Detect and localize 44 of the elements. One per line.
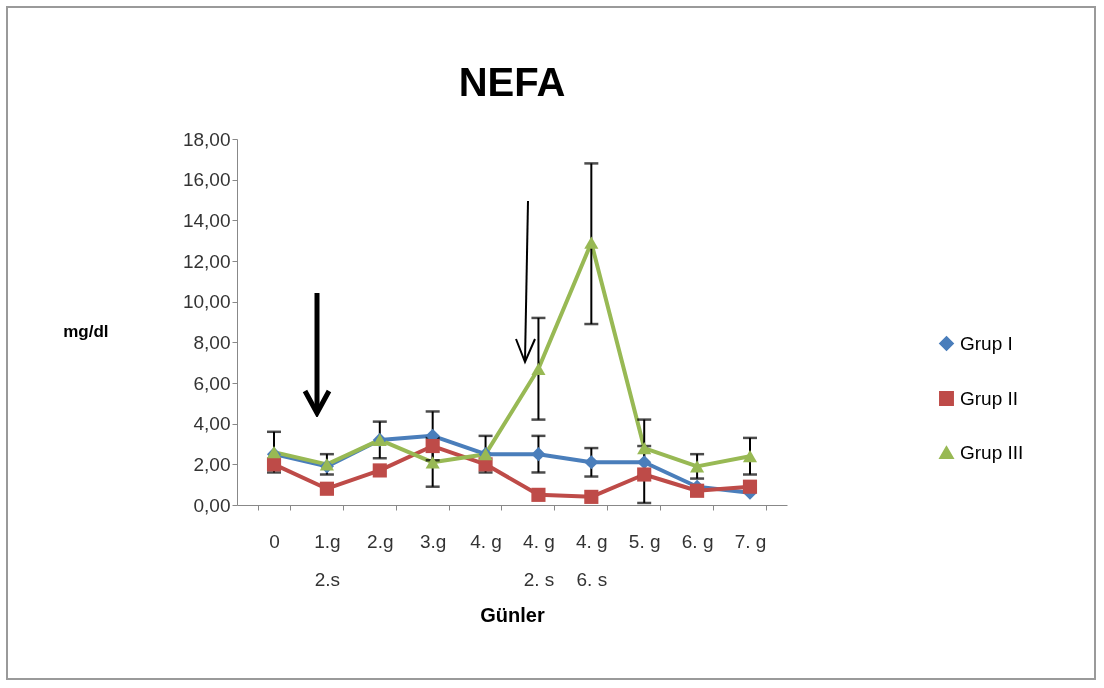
y-tick-label: 14,00 xyxy=(182,209,231,231)
x-tick-label: 4. g 6. s xyxy=(575,530,608,590)
x-tick-label: 4. g xyxy=(470,530,502,552)
x-tick-label: 6. g xyxy=(681,530,714,552)
point xyxy=(584,236,599,249)
x-tick-label: 1.g 2.s xyxy=(314,530,341,590)
point xyxy=(742,479,758,494)
x-axis-title: Günler xyxy=(480,603,545,626)
point xyxy=(690,460,705,473)
y-tick-label: 10,00 xyxy=(182,291,231,313)
y-tick-label: 12,00 xyxy=(182,250,231,272)
y-tick-label: 16,00 xyxy=(182,169,231,191)
x-tick-label: 2.g xyxy=(367,530,394,552)
x-tick-label: 0 xyxy=(269,530,280,552)
legend-label: Grup III xyxy=(960,441,1024,463)
point xyxy=(531,362,546,375)
legend-label: Grup II xyxy=(960,387,1019,409)
point xyxy=(266,457,282,472)
y-tick-label: 4,00 xyxy=(193,413,231,435)
y-tick-label: 2,00 xyxy=(193,453,231,475)
point xyxy=(531,447,546,462)
point xyxy=(637,467,652,482)
y-axis-title: mg/dl xyxy=(63,321,109,341)
y-tick-label: 18,00 xyxy=(182,128,231,150)
point xyxy=(425,438,440,454)
y-tick-label: 6,00 xyxy=(193,372,231,394)
point xyxy=(584,455,599,470)
y-tick-label: 8,00 xyxy=(193,331,231,353)
chart-title: NEFA xyxy=(458,60,566,104)
x-tick-label: 7. g xyxy=(734,530,767,552)
point xyxy=(690,483,705,498)
point xyxy=(742,450,758,463)
x-tick-label: 5. g xyxy=(628,530,661,552)
point xyxy=(637,441,652,455)
point xyxy=(425,456,440,469)
point xyxy=(531,487,546,502)
legend-label: Grup I xyxy=(960,332,1013,354)
point xyxy=(372,463,387,478)
point xyxy=(584,489,599,504)
point xyxy=(637,455,652,470)
x-tick-label: 3.g xyxy=(419,530,447,552)
y-tick-label: 0,00 xyxy=(193,494,231,516)
x-tick-label: 4. g 2. s xyxy=(523,530,555,590)
point xyxy=(319,481,334,496)
